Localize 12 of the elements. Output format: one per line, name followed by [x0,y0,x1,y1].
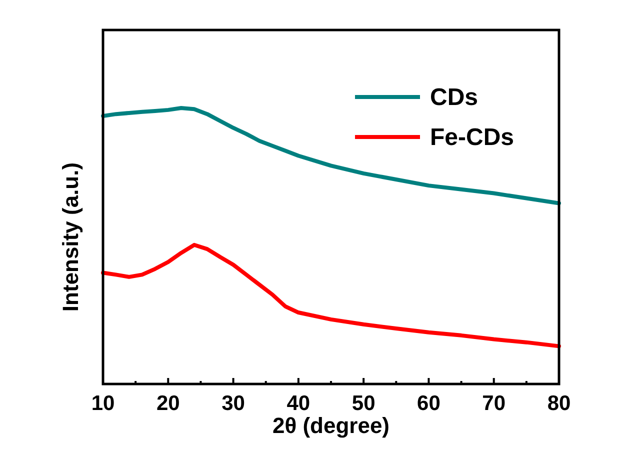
x-tick-label: 80 [547,392,571,415]
legend-label: CDs [430,84,478,111]
x-tick-label: 30 [222,392,245,415]
x-tick-label: 50 [352,392,376,415]
x-tick-label: 60 [417,392,440,415]
x-tick-label: 20 [156,392,180,415]
x-tick-label: 40 [286,392,310,415]
x-tick-label: 70 [482,392,506,415]
x-tick-label: 10 [91,392,115,415]
x-axis-title: 2θ (degree) [272,413,390,438]
y-axis-title: Intensity (a.u.) [58,162,83,312]
legend-label: Fe-CDs [430,124,514,151]
